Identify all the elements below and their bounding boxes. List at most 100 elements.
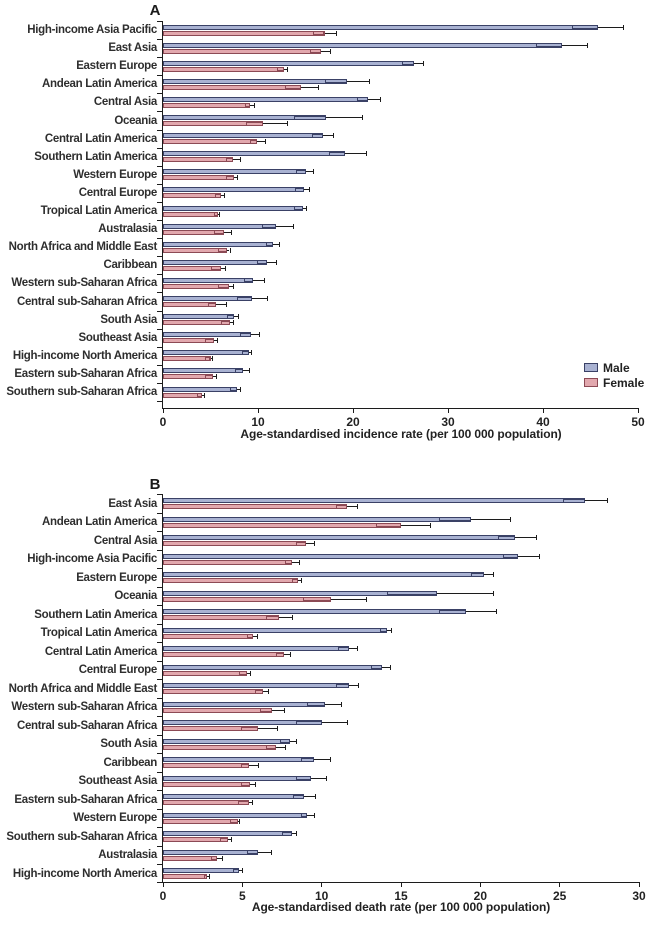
female-ci-whisker	[250, 783, 256, 785]
male-ci-whisker	[273, 243, 279, 245]
female-bar	[163, 874, 208, 879]
region-label: Southeast Asia	[78, 775, 158, 787]
female-ci-cap	[277, 726, 279, 731]
y-axis-tick	[157, 256, 162, 258]
male-ci-box	[232, 868, 240, 873]
female-ci-box	[266, 745, 276, 749]
legend-item-male: Male	[584, 360, 644, 375]
male-ci-box	[265, 242, 274, 247]
male-ci-box	[301, 813, 308, 817]
female-ci-box	[218, 284, 229, 289]
female-ci-whisker	[210, 358, 213, 360]
region-label: Eastern Europe	[76, 571, 157, 584]
female-ci-whisker	[216, 857, 222, 859]
male-ci-box	[235, 368, 243, 373]
region-label: Tropical Latin America	[40, 205, 158, 217]
male-ci-whisker	[253, 279, 264, 281]
female-ci-whisker	[250, 104, 255, 106]
region-label: Central Asia	[93, 96, 157, 109]
x-tick-label: 50	[631, 415, 645, 429]
male-bar	[163, 868, 240, 873]
male-bar	[163, 831, 292, 836]
male-ci-cap	[493, 572, 495, 577]
female-ci-box	[239, 671, 248, 675]
male-ci-whisker	[348, 685, 359, 686]
x-axis-line	[162, 408, 639, 409]
female-bar	[163, 781, 251, 787]
female-ci-whisker	[401, 524, 430, 526]
male-ci-whisker	[252, 298, 267, 299]
female-ci-cap	[283, 707, 285, 713]
x-axis-tick	[162, 409, 164, 413]
female-ci-box	[197, 393, 202, 397]
male-ci-box	[470, 572, 484, 577]
male-bar	[163, 535, 516, 540]
y-axis-tick	[157, 771, 162, 773]
female-ci-box	[240, 726, 259, 731]
female-ci-cap	[237, 175, 239, 181]
female-ci-whisker	[223, 231, 232, 233]
male-ci-cap	[276, 259, 278, 265]
female-ci-box	[247, 634, 254, 638]
male-ci-cap	[535, 535, 537, 540]
y-axis-tick	[157, 549, 162, 551]
female-ci-cap	[301, 578, 303, 583]
female-ci-box	[237, 800, 249, 805]
female-ci-cap	[264, 139, 266, 145]
female-ci-cap	[289, 652, 291, 657]
male-ci-cap	[361, 115, 363, 120]
y-axis-tick	[157, 165, 162, 167]
female-ci-whisker	[201, 394, 204, 396]
y-axis-tick	[157, 346, 162, 348]
male-ci-cap	[313, 169, 315, 175]
male-ci-whisker	[305, 171, 314, 173]
male-ci-whisker	[324, 703, 341, 705]
female-ci-cap	[219, 211, 221, 217]
female-ci-whisker	[272, 709, 284, 711]
male-ci-box	[307, 702, 325, 706]
male-ci-whisker	[237, 388, 240, 390]
region-label: Southern sub-Saharan Africa	[6, 386, 157, 398]
male-ci-whisker	[466, 611, 497, 612]
female-ci-box	[204, 338, 215, 343]
female-ci-box	[291, 578, 298, 583]
male-ci-cap	[313, 812, 315, 818]
male-ci-cap	[263, 277, 265, 283]
male-ci-whisker	[266, 261, 277, 263]
female-ci-whisker	[230, 322, 234, 324]
female-bar	[163, 818, 238, 824]
female-ci-box	[244, 103, 251, 108]
female-ci-whisker	[324, 32, 336, 34]
male-ci-cap	[329, 757, 331, 762]
x-axis-line	[162, 882, 640, 883]
y-axis-tick	[157, 75, 162, 77]
male-ci-cap	[251, 350, 253, 356]
female-bar	[163, 855, 217, 861]
female-ci-cap	[285, 744, 287, 750]
female-ci-cap	[299, 559, 301, 565]
male-bar	[163, 609, 467, 614]
female-ci-box	[204, 356, 211, 361]
female-ci-whisker	[253, 635, 257, 637]
region-label: Caribbean	[103, 756, 157, 769]
female-ci-cap	[223, 193, 225, 199]
male-ci-whisker	[249, 352, 252, 354]
male-ci-cap	[389, 664, 391, 670]
region-label: South Asia	[100, 313, 157, 326]
female-ci-cap	[258, 763, 260, 768]
y-axis-tick	[157, 531, 162, 533]
region-label: Southeast Asia	[78, 331, 158, 344]
female-ci-box	[218, 248, 227, 253]
y-axis-tick	[157, 808, 162, 810]
y-axis-tick	[157, 716, 162, 718]
female-ci-box	[215, 193, 221, 198]
region-label: Central Latin America	[44, 645, 157, 658]
male-ci-cap	[326, 775, 328, 781]
male-ci-whisker	[348, 648, 357, 649]
region-label: Central sub-Saharan Africa	[16, 719, 157, 732]
female-ci-whisker	[278, 617, 292, 618]
region-label: Eastern sub-Saharan Africa	[14, 793, 157, 806]
region-label: Australasia	[98, 849, 157, 861]
x-axis-tick	[638, 883, 640, 887]
female-ci-whisker	[331, 598, 367, 600]
